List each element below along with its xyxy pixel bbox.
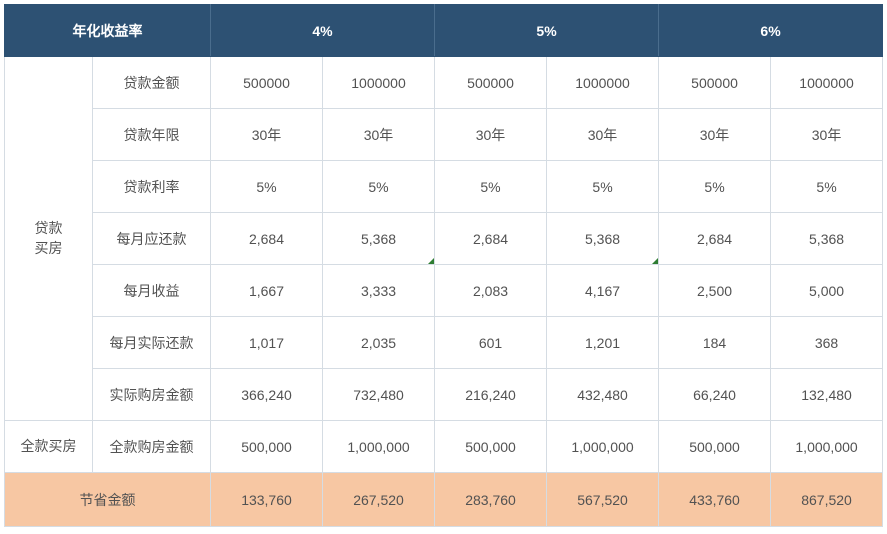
savings-cell: 133,760 bbox=[211, 473, 323, 527]
cell: 5% bbox=[435, 161, 547, 213]
cell: 5% bbox=[211, 161, 323, 213]
cell: 30年 bbox=[211, 109, 323, 161]
header-title: 年化收益率 bbox=[5, 5, 211, 57]
savings-cell: 433,760 bbox=[659, 473, 771, 527]
cell: 1,201 bbox=[547, 317, 659, 369]
cell: 5,368 bbox=[323, 213, 435, 265]
savings-label: 节省金额 bbox=[5, 473, 211, 527]
cell: 500,000 bbox=[435, 421, 547, 473]
comparison-table: 年化收益率 4% 5% 6% 贷款买房贷款金额50000010000005000… bbox=[4, 4, 883, 527]
cell: 601 bbox=[435, 317, 547, 369]
row-label: 贷款金额 bbox=[93, 57, 211, 109]
cell: 5% bbox=[547, 161, 659, 213]
table-row-savings: 节省金额133,760267,520283,760567,520433,7608… bbox=[5, 473, 883, 527]
cell: 132,480 bbox=[771, 369, 883, 421]
cell: 30年 bbox=[659, 109, 771, 161]
cell: 30年 bbox=[771, 109, 883, 161]
cell: 30年 bbox=[435, 109, 547, 161]
cell: 1,017 bbox=[211, 317, 323, 369]
table-row-full: 全款买房全款购房金额500,0001,000,000500,0001,000,0… bbox=[5, 421, 883, 473]
table-row: 每月应还款2,6845,3682,6845,3682,6845,368 bbox=[5, 213, 883, 265]
row-label: 贷款年限 bbox=[93, 109, 211, 161]
row-label: 每月收益 bbox=[93, 265, 211, 317]
header-row: 年化收益率 4% 5% 6% bbox=[5, 5, 883, 57]
row-label: 实际购房金额 bbox=[93, 369, 211, 421]
cell: 1,000,000 bbox=[547, 421, 659, 473]
cell: 500000 bbox=[659, 57, 771, 109]
cell: 2,684 bbox=[659, 213, 771, 265]
cell: 5,368 bbox=[547, 213, 659, 265]
section-full-label: 全款买房 bbox=[5, 421, 93, 473]
row-label: 每月实际还款 bbox=[93, 317, 211, 369]
savings-cell: 283,760 bbox=[435, 473, 547, 527]
section-loan-label: 贷款买房 bbox=[5, 57, 93, 421]
table-body: 贷款买房贷款金额50000010000005000001000000500000… bbox=[5, 57, 883, 527]
cell: 1000000 bbox=[323, 57, 435, 109]
table-row: 每月实际还款1,0172,0356011,201184368 bbox=[5, 317, 883, 369]
header-rate-2: 6% bbox=[659, 5, 883, 57]
cell: 432,480 bbox=[547, 369, 659, 421]
row-label: 贷款利率 bbox=[93, 161, 211, 213]
row-label: 全款购房金额 bbox=[93, 421, 211, 473]
table-row: 每月收益1,6673,3332,0834,1672,5005,000 bbox=[5, 265, 883, 317]
table-row: 实际购房金额366,240732,480216,240432,48066,240… bbox=[5, 369, 883, 421]
cell: 4,167 bbox=[547, 265, 659, 317]
cell: 2,684 bbox=[211, 213, 323, 265]
cell: 3,333 bbox=[323, 265, 435, 317]
savings-cell: 567,520 bbox=[547, 473, 659, 527]
cell: 5,000 bbox=[771, 265, 883, 317]
cell: 1000000 bbox=[771, 57, 883, 109]
header-rate-1: 5% bbox=[435, 5, 659, 57]
savings-cell: 267,520 bbox=[323, 473, 435, 527]
cell: 1,667 bbox=[211, 265, 323, 317]
cell: 30年 bbox=[547, 109, 659, 161]
cell: 2,083 bbox=[435, 265, 547, 317]
cell: 2,035 bbox=[323, 317, 435, 369]
cell: 1,000,000 bbox=[323, 421, 435, 473]
cell: 732,480 bbox=[323, 369, 435, 421]
header-rate-0: 4% bbox=[211, 5, 435, 57]
cell: 500,000 bbox=[659, 421, 771, 473]
cell: 184 bbox=[659, 317, 771, 369]
cell: 216,240 bbox=[435, 369, 547, 421]
cell: 5% bbox=[771, 161, 883, 213]
cell: 500000 bbox=[435, 57, 547, 109]
cell: 2,684 bbox=[435, 213, 547, 265]
cell: 5% bbox=[659, 161, 771, 213]
cell: 2,500 bbox=[659, 265, 771, 317]
savings-cell: 867,520 bbox=[771, 473, 883, 527]
cell: 500,000 bbox=[211, 421, 323, 473]
cell: 500000 bbox=[211, 57, 323, 109]
table-row: 贷款利率5%5%5%5%5%5% bbox=[5, 161, 883, 213]
row-label: 每月应还款 bbox=[93, 213, 211, 265]
cell: 1000000 bbox=[547, 57, 659, 109]
table-row: 贷款年限30年30年30年30年30年30年 bbox=[5, 109, 883, 161]
cell: 368 bbox=[771, 317, 883, 369]
cell: 66,240 bbox=[659, 369, 771, 421]
cell: 366,240 bbox=[211, 369, 323, 421]
cell: 5% bbox=[323, 161, 435, 213]
cell: 1,000,000 bbox=[771, 421, 883, 473]
cell: 5,368 bbox=[771, 213, 883, 265]
cell: 30年 bbox=[323, 109, 435, 161]
table-row: 贷款买房贷款金额50000010000005000001000000500000… bbox=[5, 57, 883, 109]
